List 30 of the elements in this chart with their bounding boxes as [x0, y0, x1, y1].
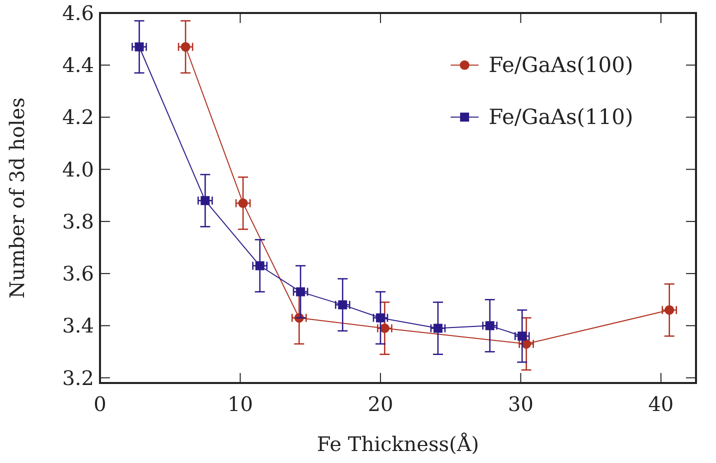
- point: [376, 313, 385, 322]
- y-tick-label: 4.6: [62, 1, 94, 25]
- x-tick-label: 40: [648, 392, 674, 416]
- point: [180, 42, 190, 52]
- point: [238, 198, 248, 208]
- point: [664, 305, 674, 315]
- x-axis-title: Fe Thickness(Å): [316, 432, 480, 456]
- y-tick-label: 3.2: [62, 366, 94, 390]
- y-tick-label: 4.2: [62, 105, 94, 130]
- point: [338, 300, 348, 310]
- point: [485, 321, 494, 330]
- point: [518, 332, 527, 341]
- x-tick-label: 10: [228, 392, 253, 416]
- point: [296, 287, 306, 296]
- y-tick-label: 3.4: [62, 314, 94, 338]
- y-tick-label: 4.0: [62, 157, 94, 182]
- legend-label: Fe/GaAs(110): [488, 105, 634, 130]
- x-tick-label: 30: [508, 392, 534, 416]
- legend-label: Fe/GaAs(100): [488, 53, 634, 78]
- y-axis-title: Number of 3d holes: [5, 97, 29, 299]
- point: [134, 42, 144, 52]
- point: [380, 323, 390, 334]
- x-tick-label: 20: [368, 392, 394, 416]
- y-tick-label: 3.6: [62, 262, 94, 286]
- point: [255, 261, 264, 270]
- y-tick-label: 4.4: [62, 53, 94, 78]
- x-tick-label: 0: [94, 392, 106, 416]
- point: [433, 324, 442, 333]
- point: [200, 196, 210, 206]
- y-tick-label: 3.8: [62, 209, 94, 234]
